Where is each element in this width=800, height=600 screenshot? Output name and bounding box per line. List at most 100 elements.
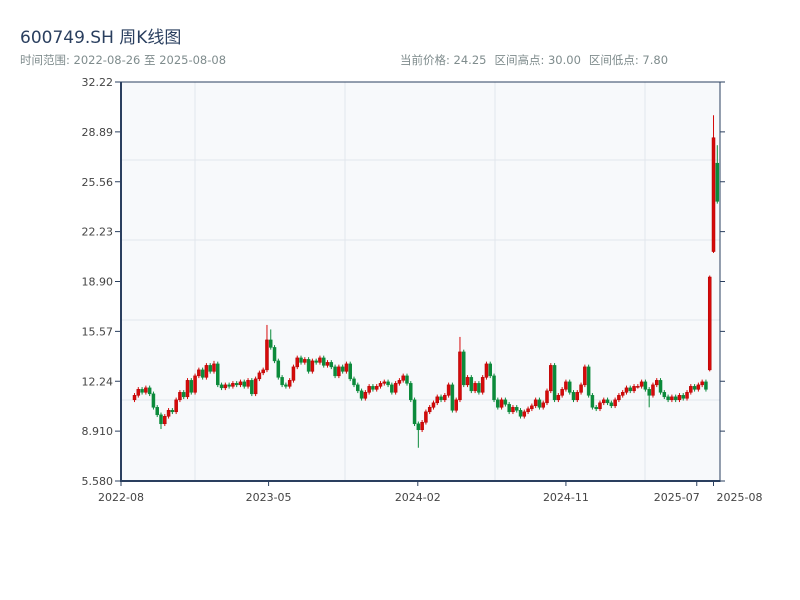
candle-up — [246, 380, 250, 387]
candle-down — [181, 392, 186, 398]
candle-up — [613, 399, 617, 407]
y-tick-label: 18.90 — [82, 276, 114, 289]
candle-up — [382, 381, 387, 384]
candle-up — [484, 363, 489, 378]
candle-down — [628, 387, 633, 392]
y-tick-label: 8.910 — [82, 425, 114, 438]
candle-up — [397, 380, 402, 384]
current-price: 当前价格: 24.25 — [400, 53, 487, 67]
x-tick-label: 2023-05 — [246, 491, 292, 504]
candle-down — [147, 387, 152, 395]
candle-up — [541, 402, 545, 408]
candle-up — [632, 386, 636, 392]
candle-up — [132, 395, 137, 401]
candle-up — [533, 399, 538, 407]
candle-down — [284, 384, 288, 387]
x-tick-label: 2022-08 — [98, 491, 144, 504]
candle-up — [261, 369, 265, 374]
candle-up — [374, 386, 379, 390]
candle-down — [715, 162, 720, 202]
candle-down — [647, 389, 651, 396]
candle-up — [689, 386, 693, 393]
candle-down — [586, 366, 591, 396]
candle-up — [344, 363, 349, 372]
candle-up — [579, 384, 583, 393]
candle-up — [431, 402, 436, 408]
candle-up — [424, 411, 428, 423]
candle-up — [511, 407, 515, 413]
candle-up — [223, 384, 228, 389]
candle-down — [242, 381, 247, 387]
time-range-end: 2025-08-08 — [159, 53, 227, 67]
candle-down — [216, 363, 220, 386]
candle-down — [658, 380, 663, 393]
candle-down — [280, 377, 284, 386]
candle-down — [348, 363, 352, 380]
candle-down — [409, 383, 413, 401]
candle-up — [337, 366, 341, 377]
x-tick-label: 2024-11 — [543, 491, 589, 504]
candle-down — [151, 393, 156, 408]
candle-down — [412, 399, 417, 425]
y-tick-label: 5.580 — [82, 475, 114, 488]
candle-up — [401, 375, 405, 381]
candle-down — [219, 384, 224, 389]
candle-down — [590, 395, 595, 408]
candle-down — [140, 389, 144, 393]
candle-up — [363, 392, 368, 399]
time-range-start: 2022-08-26 — [73, 53, 141, 67]
candle-up — [465, 377, 470, 386]
candle-up — [193, 375, 197, 393]
candle-up — [204, 365, 209, 378]
candle-up — [707, 276, 712, 371]
x-tick-label: 2025-08 — [717, 491, 763, 504]
candle-down — [390, 384, 394, 393]
candle-up — [677, 395, 682, 401]
candle-down — [704, 381, 708, 390]
candle-up — [253, 378, 258, 395]
candle-up — [163, 416, 167, 425]
candle-down — [371, 386, 375, 390]
candle-down — [605, 399, 610, 404]
candle-down — [537, 399, 542, 408]
time-range: 时间范围: 2022-08-26 至 2025-08-08 — [20, 52, 226, 68]
candle-down — [299, 357, 303, 363]
candle-down — [439, 396, 443, 401]
range-low: 区间低点: 7.80 — [588, 53, 669, 67]
candle-up — [136, 389, 141, 396]
y-tick-label: 32.22 — [82, 76, 114, 89]
candle-up — [420, 422, 424, 431]
candle-up — [303, 359, 307, 363]
candle-down — [461, 351, 466, 386]
candle-up — [318, 357, 322, 363]
y-tick-label: 22.23 — [82, 226, 114, 239]
candle-up — [257, 372, 262, 380]
candle-up — [556, 395, 561, 401]
candle-up — [617, 395, 621, 401]
candle-up — [435, 396, 440, 404]
candle-up — [522, 411, 527, 417]
candle-up — [639, 381, 644, 387]
candle-down — [189, 380, 194, 393]
candle-up — [624, 387, 629, 393]
candle-up — [393, 383, 398, 393]
candle-down — [488, 363, 492, 377]
candle-down — [170, 410, 175, 413]
candle-up — [231, 383, 235, 387]
candle-up — [378, 383, 383, 387]
candle-down — [250, 380, 254, 395]
plot-background — [121, 82, 720, 481]
candle-down — [155, 407, 159, 416]
candle-down — [514, 407, 519, 411]
candle-up — [454, 399, 458, 411]
candle-up — [325, 362, 330, 366]
candle-up — [166, 410, 171, 417]
candle-down — [234, 383, 239, 386]
candle-up — [212, 363, 216, 372]
candle-down — [518, 410, 523, 417]
candle-up — [480, 377, 485, 393]
candle-up — [651, 384, 655, 396]
candle-down — [272, 347, 277, 362]
candle-down — [662, 392, 667, 398]
